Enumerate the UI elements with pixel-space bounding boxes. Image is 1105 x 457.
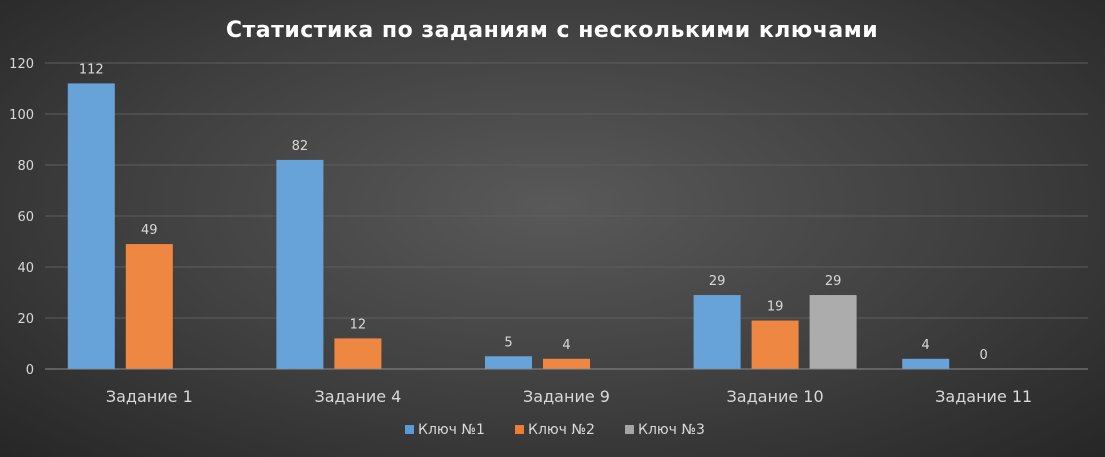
x-tick-label: Задание 1: [106, 387, 193, 406]
legend-label: Ключ №3: [638, 422, 705, 438]
bar-highlight: [485, 356, 532, 369]
y-tick-label: 40: [17, 261, 34, 276]
y-tick-label: 100: [9, 108, 34, 123]
legend-item: Ключ №1: [405, 422, 485, 438]
x-axis: Задание 1 Задание 4 Задание 9 Задание 10 Зад…: [45, 368, 1088, 406]
y-tick-label: 80: [17, 159, 34, 174]
bar: [334, 338, 382, 369]
bar: [751, 320, 799, 369]
data-label: 29: [825, 274, 842, 289]
bar: [809, 295, 857, 369]
legend-swatch: [625, 425, 634, 434]
y-axis: 0 20 40 60 80 100 120: [9, 57, 34, 378]
bar-highlight: [334, 338, 382, 369]
data-label: 0: [980, 348, 988, 363]
legend: Ключ №1 Ключ №2 Ключ №3: [405, 422, 705, 438]
legend-swatch: [515, 425, 524, 434]
bar-highlight: [67, 83, 115, 370]
data-label: 112: [79, 62, 104, 77]
bar: [543, 358, 590, 369]
y-tick-label: 120: [9, 57, 34, 72]
data-labels: 112 49 82 12 5 4 29 19 29 4 0: [79, 62, 988, 363]
y-tick-label: 0: [26, 363, 34, 378]
x-tick-label: Задание 11: [935, 387, 1032, 406]
bar-highlight: [902, 358, 950, 369]
legend-label: Ключ №1: [418, 422, 485, 438]
legend-item: Ключ №3: [625, 422, 705, 438]
bar: [125, 244, 173, 369]
data-label: 82: [292, 139, 309, 154]
x-tick-label: Задание 9: [523, 387, 610, 406]
data-label: 19: [767, 300, 784, 315]
bars: [67, 83, 950, 370]
data-label: 12: [350, 317, 367, 332]
gridlines: [45, 62, 1088, 319]
bar: [693, 295, 741, 369]
legend-swatch: [405, 425, 414, 434]
bar-highlight: [543, 358, 590, 369]
bar-highlight: [276, 159, 324, 369]
bar: [276, 159, 324, 369]
bar-highlight: [693, 295, 741, 369]
bar: [485, 356, 532, 369]
data-label: 4: [922, 338, 930, 353]
bar: [902, 358, 950, 369]
bar: [67, 83, 115, 370]
data-label: 29: [709, 274, 726, 289]
data-label: 5: [504, 335, 512, 350]
bar-highlight: [751, 320, 799, 369]
legend-label: Ключ №2: [528, 422, 595, 438]
bar-highlight: [125, 244, 173, 369]
x-tick-label: Задание 10: [727, 387, 824, 406]
data-label: 49: [141, 223, 158, 238]
chart-title: Статистика по заданиям с несколькими клю…: [226, 18, 878, 43]
y-tick-label: 60: [17, 210, 34, 225]
y-tick-label: 20: [17, 312, 34, 327]
data-label: 4: [562, 338, 570, 353]
bar-highlight: [809, 295, 857, 369]
legend-item: Ключ №2: [515, 422, 595, 438]
x-tick-label: Задание 4: [314, 387, 401, 406]
